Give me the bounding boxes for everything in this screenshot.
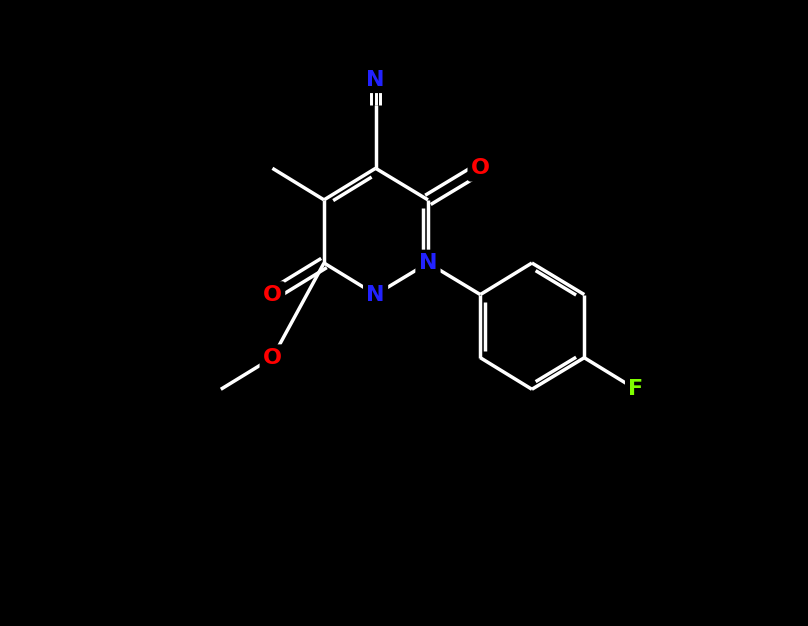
Text: O: O	[263, 347, 282, 367]
Text: F: F	[629, 379, 643, 399]
Text: O: O	[263, 285, 282, 305]
Text: N: N	[366, 285, 385, 305]
Text: O: O	[471, 158, 490, 178]
Text: N: N	[366, 69, 385, 90]
Text: N: N	[419, 253, 437, 273]
